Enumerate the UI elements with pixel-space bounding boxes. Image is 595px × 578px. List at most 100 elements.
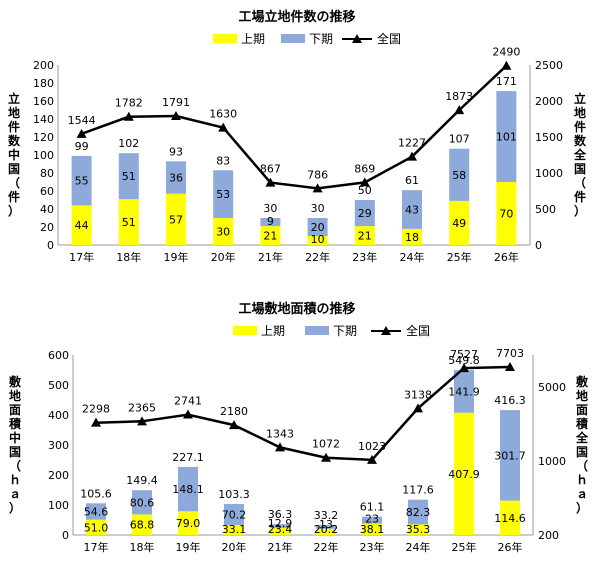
y-tick-left: 80	[40, 167, 54, 180]
bar-label-upper: 18	[405, 231, 419, 244]
bar-upper-half	[132, 514, 152, 535]
x-tick-label: 19年	[176, 540, 201, 554]
national-line-marker	[137, 416, 147, 426]
bar-upper-half	[71, 205, 92, 245]
bar-upper-half	[408, 524, 428, 535]
chart-2-y-ticks-left: 0 100 200 300 400 500 600	[48, 349, 69, 542]
bar-label-total: 117.6	[402, 484, 434, 497]
y-tick-right: 500	[535, 203, 556, 216]
bar-label-upper: 68.8	[130, 519, 155, 532]
national-line-label: 1544	[68, 114, 96, 127]
y-axis-label-right-char: 全	[575, 430, 589, 445]
bar-label-total: 61	[405, 174, 419, 187]
y-axis-label-left-char: 中	[8, 147, 20, 162]
bar-label-lower: 20	[311, 221, 325, 234]
national-line-marker	[359, 177, 370, 187]
y-axis-label-right-char: ａ	[576, 487, 588, 501]
y-tick-left: 200	[48, 469, 69, 482]
y-tick-right: 2000	[535, 95, 563, 108]
bar-lower-half	[454, 370, 474, 413]
national-line-marker	[367, 454, 377, 464]
y-tick-right: 1000	[538, 455, 566, 468]
chart-2-national-line: 2298 2365 2741 2180 1343 1072 1023 3138 7527 7703	[82, 347, 524, 464]
bar-upper-half	[166, 193, 186, 245]
bar-lower-half	[402, 190, 422, 229]
chart-1-x-ticks: 17年 18年 19年 20年 21年 22年 23年 24年 25年 26年	[69, 250, 519, 264]
y-axis-label-left-char: 面	[9, 403, 21, 417]
y-axis-label-right-char: ｈ	[576, 473, 588, 487]
y-tick-left: 140	[33, 113, 54, 126]
bar-label-upper: 23.4	[268, 523, 293, 536]
bar-upper-half	[449, 200, 470, 245]
national-line-marker	[505, 362, 515, 372]
y-axis-label-left-char: 敷	[9, 374, 22, 389]
y-axis-label-right-char: 積	[575, 416, 589, 431]
x-tick-label: 18年	[130, 540, 155, 554]
national-line-label: 2180	[220, 405, 248, 418]
bar-label-lower: 51	[122, 170, 136, 183]
y-tick-left: 180	[33, 77, 54, 90]
national-line-label: 7527	[450, 348, 478, 361]
bar-label-total: 33.2	[314, 509, 339, 522]
bar-label-total: 102	[118, 137, 139, 150]
y-axis-label-left-char: 件	[8, 189, 20, 204]
y-axis-label-right-char: 地	[576, 388, 588, 403]
national-line-marker	[229, 420, 239, 430]
bar-label-lower: 80.6	[130, 496, 155, 509]
chart-2-legend: 上期 下期 全国	[233, 323, 430, 338]
bar-label-total: 107	[449, 133, 470, 146]
bar-lower-half	[307, 218, 328, 236]
bar-label-lower: 70.2	[222, 509, 247, 522]
national-line-marker	[183, 409, 193, 419]
bar-label-lower: 55	[75, 175, 89, 188]
chart-2-y-ticks-right: 200 1000 5000	[538, 381, 566, 542]
y-tick-left: 0	[62, 529, 69, 542]
national-line-marker	[265, 177, 276, 187]
chart-2: 工場敷地面積の推移 上期 下期 全国 0 100 200 300 400 500 600 2…	[8, 301, 589, 554]
bar-label-lower: 58	[452, 169, 466, 182]
y-tick-left: 60	[40, 185, 54, 198]
bar-lower-half	[496, 91, 517, 182]
bar-lower-half	[86, 503, 106, 520]
national-line-label: 7703	[496, 347, 524, 360]
y-tick-right: 2500	[535, 59, 563, 72]
national-line-label: 2298	[82, 403, 110, 416]
national-line-label: 1072	[312, 438, 340, 451]
bar-upper-half	[270, 528, 290, 535]
national-line-marker	[407, 151, 417, 161]
y-tick-right: 1000	[535, 167, 563, 180]
bar-lower-half	[316, 525, 336, 529]
bar-label-total: 105.6	[80, 487, 112, 500]
bar-label-lower: 141.9	[448, 385, 480, 398]
x-tick-label: 21年	[268, 540, 293, 554]
bar-upper-half	[496, 182, 517, 245]
y-tick-left: 200	[33, 59, 54, 72]
x-tick-label: 22年	[305, 250, 330, 264]
bar-upper-half	[260, 226, 281, 245]
x-tick-label: 20年	[211, 250, 236, 264]
bar-lower-half	[166, 161, 186, 194]
chart-1-legend: 上期 下期 全国	[213, 31, 401, 46]
y-axis-label-left-char: ）	[8, 203, 20, 218]
chart-1-national-line: 1544 1782 1791 1630 867 786 869 1227 1873 2490	[68, 46, 520, 193]
bar-label-upper: 35.3	[406, 523, 431, 536]
national-line-label: 786	[307, 168, 328, 181]
chart-2-bars: 51.0 54.6 105.6 68.8 80.6 149.4 79.0 148.1 227.1…	[80, 354, 526, 536]
national-line-marker	[312, 183, 323, 193]
bar-upper-half	[213, 218, 234, 245]
bar-lower-half	[118, 153, 139, 200]
y-tick-right: 1500	[535, 131, 563, 144]
national-line-label: 2741	[174, 395, 202, 408]
bar-label-total: 227.1	[172, 451, 204, 464]
national-line-path	[81, 64, 508, 190]
bar-lower-half	[260, 218, 281, 227]
y-tick-left: 400	[48, 409, 69, 422]
y-axis-label-left-char: 積	[8, 416, 22, 431]
y-axis-label-right-char: 件	[574, 189, 586, 204]
bar-lower-half	[132, 490, 152, 515]
bar-label-lower: 29	[358, 207, 372, 220]
national-line-label: 1023	[358, 440, 386, 453]
chart-1: 工場立地件数の推移 上期 下期 全国 020406080100120140160…	[8, 9, 587, 264]
bar-label-lower: 12.9	[268, 517, 293, 530]
